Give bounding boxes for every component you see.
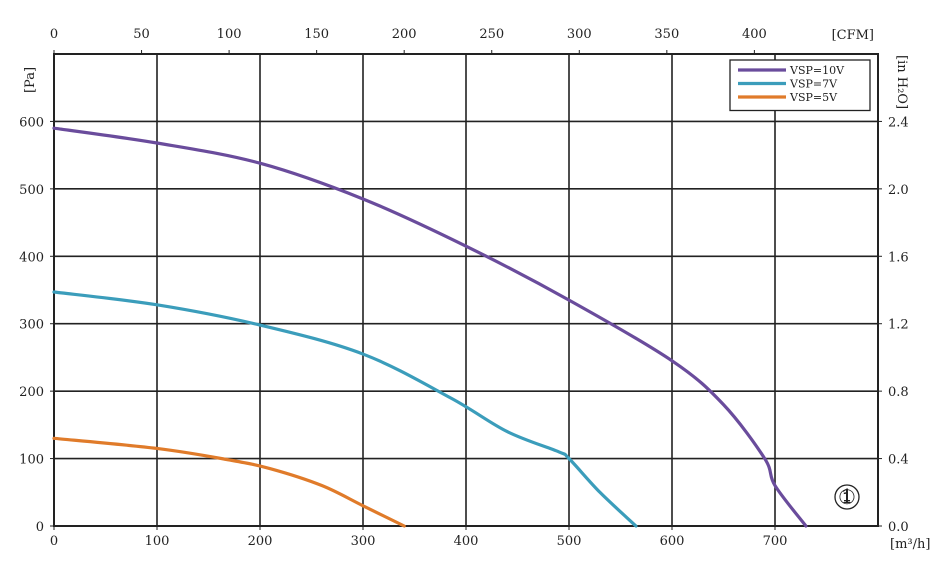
x-axis-unit-top: [CFM]: [832, 28, 874, 43]
legend-label: VSP=10V: [789, 64, 845, 77]
x-tick-top: 150: [304, 27, 329, 42]
x-tick-top: 350: [654, 27, 679, 42]
y-tick-right: 1.6: [888, 250, 909, 265]
x-tick-bottom: 600: [660, 534, 685, 549]
x-tick-top: 0: [50, 27, 58, 42]
y-tick-right: 2.4: [888, 115, 909, 130]
marker-text: ①: [838, 485, 856, 509]
y-tick-left: 100: [19, 453, 44, 468]
y-tick-right: 0.4: [888, 453, 909, 468]
tick-labels: 0 100 200 300 400 500 600 700 0 50 100 150 200 250 300…: [19, 27, 909, 549]
series-line-vsp-5v: [52, 436, 406, 528]
x-tick-bottom: 200: [248, 534, 273, 549]
y-axis-unit-left: [Pa]: [23, 67, 38, 93]
x-tick-top: 300: [567, 27, 592, 42]
y-tick-left: 400: [19, 250, 44, 265]
y-tick-left: 600: [19, 115, 44, 130]
x-tick-top: 400: [742, 27, 767, 42]
y-tick-left: 300: [19, 318, 44, 333]
x-tick-bottom: 700: [763, 534, 788, 549]
y-tick-right: 1.2: [888, 318, 909, 333]
x-tick-top: 250: [479, 27, 504, 42]
y-tick-left: 200: [19, 385, 44, 400]
x-tick-top: 100: [217, 27, 242, 42]
x-tick-top: 50: [133, 27, 150, 42]
x-tick-bottom: 500: [557, 534, 582, 549]
y-tick-left: 500: [19, 183, 44, 198]
x-tick-bottom: 300: [351, 534, 376, 549]
marker-circle: [834, 484, 860, 510]
y-tick-right: 0.8: [888, 385, 909, 400]
series-lines: [52, 126, 808, 528]
grid: [54, 54, 879, 526]
x-tick-bottom: 100: [145, 534, 170, 549]
y-tick-left: 0: [36, 520, 44, 535]
x-tick-bottom: 0: [50, 534, 58, 549]
x-axis-unit-bottom: [m³/h]: [890, 537, 930, 552]
curve-marker: ① 1: [834, 484, 860, 510]
y-tick-right: 2.0: [888, 183, 909, 198]
y-tick-right: 0.0: [888, 520, 909, 535]
series-line-vsp-7v: [52, 290, 638, 528]
y-axis-unit-right: [in H₂O]: [894, 55, 909, 109]
legend-label: VSP=5V: [789, 91, 838, 104]
legend-label: VSP=7V: [789, 78, 838, 91]
x-tick-top: 200: [392, 27, 417, 42]
x-tick-bottom: 400: [454, 534, 479, 549]
marker-digit: 1: [841, 484, 854, 508]
series-line-vsp-10v: [52, 126, 808, 528]
